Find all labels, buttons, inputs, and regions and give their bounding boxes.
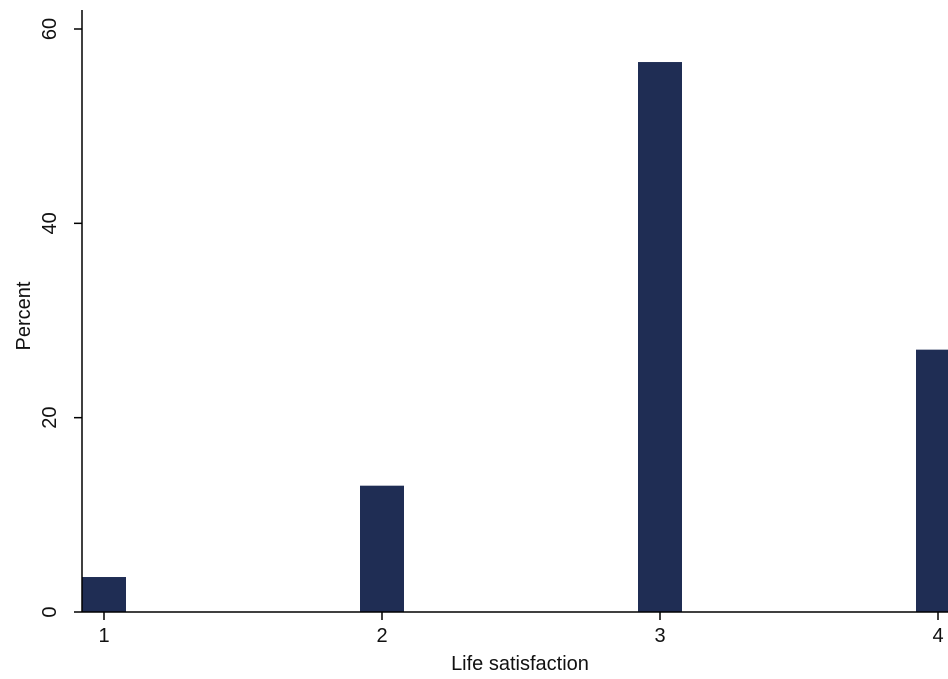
x-ticks: 1 2 3 4 [98, 612, 944, 647]
y-tick-label: 60 [39, 18, 61, 40]
y-axis-title: Percent [13, 281, 35, 350]
y-ticks: 0 20 40 60 [39, 18, 82, 618]
bar-3 [638, 62, 682, 612]
bar-2 [360, 485, 404, 612]
x-tick-label: 1 [98, 625, 109, 647]
bar-4 [916, 349, 948, 612]
x-tick-label: 3 [654, 625, 665, 647]
bars [82, 62, 948, 612]
bar-1 [82, 577, 126, 612]
y-tick-label: 0 [39, 606, 61, 617]
x-tick-label: 4 [932, 625, 943, 647]
x-tick-label: 2 [376, 625, 387, 647]
y-tick-label: 40 [39, 212, 61, 234]
y-tick-label: 20 [39, 407, 61, 429]
x-axis-title: Life satisfaction [451, 653, 589, 675]
